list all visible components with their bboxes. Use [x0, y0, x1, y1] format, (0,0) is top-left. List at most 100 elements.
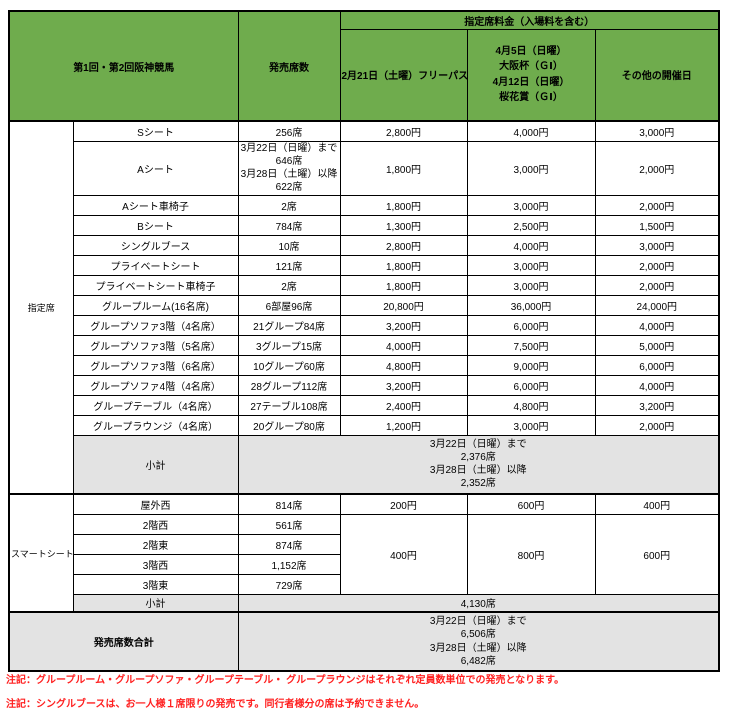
subtotal-row-smart: 小計 4,130席: [9, 593, 720, 613]
footnote-group-seats: 注記：グループルーム・グループソファ・グループテーブル・ グループラウンジはそれ…: [6, 675, 565, 686]
price-cell-freepass: 3,200円: [339, 374, 468, 396]
seat-name-cell: グループソファ3階（6名席）: [72, 354, 239, 376]
price-cell-other: 4,000円: [594, 374, 720, 396]
seat-name-cell: 3階東: [72, 573, 239, 595]
seat-count-cell: 121席: [237, 254, 341, 276]
header-row-days: 2月21日（土曜）フリーパスの日 4月5日（日曜） 大阪杯（ＧⅠ） 4月12日（…: [9, 28, 720, 122]
price-cell-freepass: 2,400円: [339, 394, 468, 416]
price-cell-g1: 6,000円: [466, 374, 596, 396]
grand-total-label: 発売席数合計: [8, 611, 239, 672]
seat-row: グループソファ3階（6名席） 10グループ60席 4,800円 9,000円 6…: [9, 354, 720, 376]
price-cell-freepass: 4,000円: [339, 334, 468, 356]
price-cell-other: 6,000円: [594, 354, 720, 376]
seat-row: グループルーム(16名席) 6部屋96席 20,800円 36,000円 24,…: [9, 294, 720, 316]
seat-name-cell: グループソファ3階（4名席）: [72, 314, 239, 336]
seat-count-cell: 10席: [237, 234, 341, 256]
subtotal-value: 4,130席: [237, 593, 720, 613]
seat-name-cell: 3階西: [72, 553, 239, 575]
seat-name-cell: 2階東: [72, 533, 239, 555]
seat-count-cell: 256席: [237, 120, 341, 142]
seat-name-cell: Bシート: [72, 214, 239, 236]
seat-count-cell: 6部屋96席: [237, 294, 341, 316]
seat-count-cell: 561席: [237, 513, 341, 535]
price-cell-other: 4,000円: [594, 314, 720, 336]
price-cell-g1: 600円: [466, 493, 596, 515]
seat-count-cell: 3月22日（日曜）まで 646席 3月28日（土曜）以降 622席: [237, 140, 341, 196]
price-cell-freepass: 20,800円: [339, 294, 468, 316]
price-cell-freepass: 3,200円: [339, 314, 468, 336]
seat-name-cell: プライベートシート車椅子: [72, 274, 239, 296]
seat-count-cell: 2席: [237, 194, 341, 216]
seat-name-cell: グループソファ3階（5名席）: [72, 334, 239, 356]
header-price-group: 指定席料金（入場料を含む）: [339, 10, 720, 30]
seat-name-cell: 屋外西: [72, 493, 239, 515]
price-cell-g1: 4,000円: [466, 120, 596, 142]
price-cell-other: 2,000円: [594, 414, 720, 436]
price-cell-freepass: 200円: [339, 493, 468, 515]
header-day-other: その他の開催日: [594, 28, 720, 122]
seat-row: シングルブース 10席 2,800円 4,000円 3,000円: [9, 234, 720, 256]
price-cell-other: 400円: [594, 493, 720, 515]
price-cell-g1: 36,000円: [466, 294, 596, 316]
price-cell-g1: 4,800円: [466, 394, 596, 416]
seat-row: グループラウンジ（4名席） 20グループ80席 1,200円 3,000円 2,…: [9, 414, 720, 436]
seat-row: グループテーブル（4名席） 27テーブル108席 2,400円 4,800円 3…: [9, 394, 720, 416]
section-label-shitei: 指定席: [8, 120, 74, 495]
seat-count-cell: 20グループ80席: [237, 414, 341, 436]
seat-row: スマートシート 屋外西 814席 200円 600円 400円: [8, 493, 720, 613]
seat-row: グループソファ3階（4名席） 21グループ84席 3,200円 6,000円 4…: [9, 314, 720, 336]
header-seats-col: 発売席数: [237, 10, 341, 122]
seat-row: 2階西 561席 400円 800円 600円: [9, 513, 720, 595]
price-cell-freepass: 1,200円: [339, 414, 468, 436]
seat-count-cell: 814席: [237, 493, 341, 515]
seat-name-cell: プライベートシート: [72, 254, 239, 276]
seat-name-cell: 2階西: [72, 513, 239, 535]
seat-name-cell: Aシート: [72, 140, 239, 196]
price-cell-g1: 3,000円: [466, 140, 596, 196]
footnote-single-booth: 注記：シングルブースは、お一人様１席限りの発売です。同行者様分の席は予約できませ…: [6, 699, 425, 708]
subtotal-row-shitei: 小計 3月22日（日曜）まで 2,376席 3月28日（土曜）以降 2,352席: [9, 434, 720, 495]
seat-name-cell: グループラウンジ（4名席）: [72, 414, 239, 436]
seat-count-cell: 729席: [237, 573, 341, 595]
seat-name-cell: Sシート: [72, 120, 239, 142]
seat-row: Aシート 3月22日（日曜）まで 646席 3月28日（土曜）以降 622席 1…: [9, 140, 720, 196]
seat-count-cell: 10グループ60席: [237, 354, 341, 376]
seat-row: Aシート車椅子 2席 1,800円 3,000円 2,000円: [9, 194, 720, 216]
price-cell-freepass: 1,800円: [339, 274, 468, 296]
grand-total-value: 3月22日（日曜）まで 6,506席 3月28日（土曜）以降 6,482席: [237, 611, 720, 672]
seat-count-cell: 784席: [237, 214, 341, 236]
price-cell-freepass: 1,800円: [339, 254, 468, 276]
grand-total-row: 発売席数合計 3月22日（日曜）まで 6,506席 3月28日（土曜）以降 6,…: [8, 611, 720, 672]
seat-price-table: 第1回・第2回阪神競馬 発売席数 指定席料金（入場料を含む） 2月21日（土曜）…: [8, 10, 720, 672]
seat-row: 3階東 729席: [9, 573, 719, 595]
price-cell-other: 24,000円: [594, 294, 720, 316]
price-cell-freepass: 1,800円: [339, 140, 468, 196]
price-cell-other-merged: 600円: [594, 513, 720, 595]
seat-count-cell: 28グループ112席: [237, 374, 341, 396]
seat-row: グループソファ3階（5名席） 3グループ15席 4,000円 7,500円 5,…: [9, 334, 720, 356]
seat-name-cell: グループテーブル（4名席）: [72, 394, 239, 416]
price-cell-other: 5,000円: [594, 334, 720, 356]
seat-count-cell: 3グループ15席: [237, 334, 341, 356]
price-cell-freepass: 1,300円: [339, 214, 468, 236]
subtotal-label: 小計: [72, 593, 239, 613]
seat-row: グループソファ4階（4名席） 28グループ112席 3,200円 6,000円 …: [9, 374, 720, 396]
seat-row: Bシート 784席 1,300円 2,500円 1,500円: [9, 214, 720, 236]
header-event-title: 第1回・第2回阪神競馬: [8, 10, 239, 122]
seat-row: 3階西 1,152席: [9, 553, 719, 575]
seat-count-cell: 21グループ84席: [237, 314, 341, 336]
price-cell-other: 2,000円: [594, 140, 720, 196]
price-cell-g1: 6,000円: [466, 314, 596, 336]
price-cell-g1: 4,000円: [466, 234, 596, 256]
header-day-g1: 4月5日（日曜） 大阪杯（ＧⅠ） 4月12日（日曜） 桜花賞（ＧⅠ）: [466, 28, 596, 122]
price-cell-other: 2,000円: [594, 254, 720, 276]
price-cell-other: 3,200円: [594, 394, 720, 416]
price-cell-g1: 3,000円: [466, 414, 596, 436]
price-cell-freepass: 2,800円: [339, 234, 468, 256]
price-cell-freepass: 2,800円: [339, 120, 468, 142]
price-cell-freepass: 4,800円: [339, 354, 468, 376]
seat-count-cell: 2席: [237, 274, 341, 296]
footnotes: 注記：グループルーム・グループソファ・グループテーブル・ グループラウンジはそれ…: [6, 671, 564, 708]
price-cell-g1: 7,500円: [466, 334, 596, 356]
price-cell-g1: 3,000円: [466, 194, 596, 216]
